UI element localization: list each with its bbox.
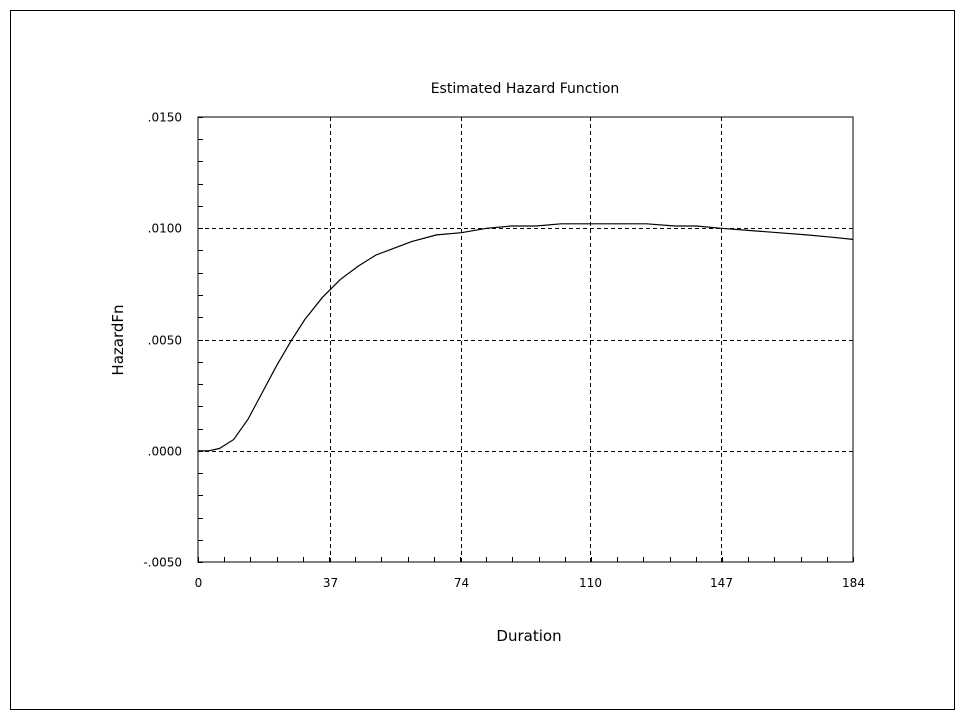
y-tick-label: .0100: [148, 222, 182, 236]
y-tick-label: .0150: [148, 111, 182, 125]
chart-title: Estimated Hazard Function: [431, 81, 620, 97]
hazard-series-line: [198, 223, 854, 452]
x-tick-label: 37: [323, 576, 338, 590]
chart-frame: [10, 10, 955, 710]
y-axis-label: HazardFn: [109, 304, 127, 375]
x-tick-label: 0: [195, 576, 203, 590]
x-axis-label: Duration: [496, 627, 561, 645]
y-tick-label: -.0050: [143, 556, 182, 570]
x-tick-label: 110: [579, 576, 602, 590]
y-tick-label: .0050: [148, 334, 182, 348]
x-tick-label: 184: [842, 576, 865, 590]
x-tick-label: 74: [454, 576, 469, 590]
y-tick-label: .0000: [148, 445, 182, 459]
plot-area-border: [197, 116, 854, 563]
x-tick-label: 147: [710, 576, 733, 590]
